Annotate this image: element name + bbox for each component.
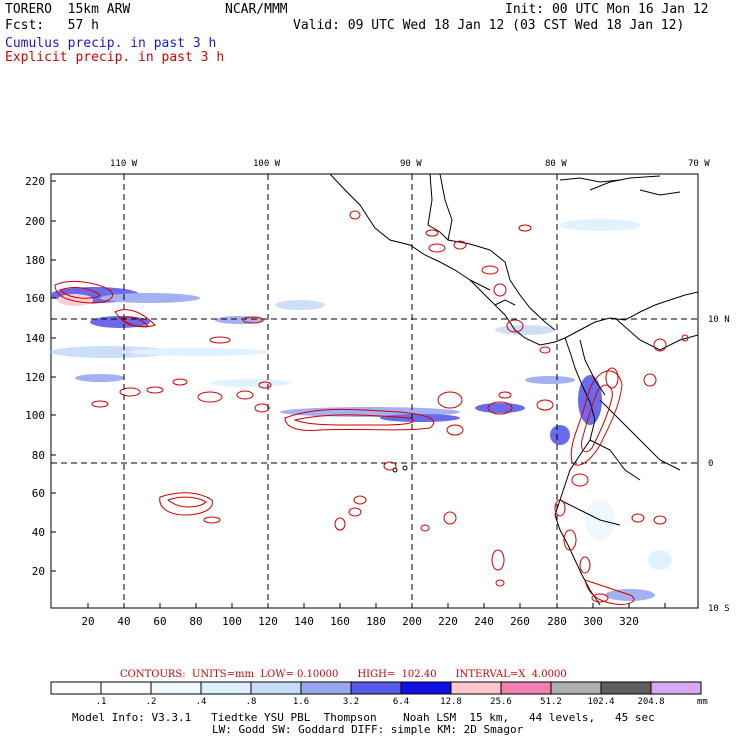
colorbar-swatch (200, 681, 252, 695)
colorbar-swatch (350, 681, 402, 695)
x-tick-label: 320 (619, 615, 639, 628)
cumulus-precip-shading (51, 219, 672, 601)
colorbar-swatch (250, 681, 302, 695)
x-tick-label: 180 (366, 615, 386, 628)
lat-label: 10 N (708, 315, 730, 325)
colorbar-label: 1.6 (293, 697, 309, 707)
x-tick-label: 240 (474, 615, 494, 628)
x-tick-label: 160 (330, 615, 350, 628)
colorbar-swatch (600, 681, 652, 695)
init-time: Init: 00 UTC Mon 16 Jan 12 (505, 2, 709, 17)
x-tick-label: 140 (294, 615, 314, 628)
colorbar-label: 204.8 (637, 697, 664, 707)
x-tick-label: 260 (510, 615, 530, 628)
colorbar-label: 12.8 (440, 697, 462, 707)
colorbar-swatch (400, 681, 452, 695)
colorbar-label: .2 (146, 697, 157, 707)
x-tick-label: 100 (222, 615, 242, 628)
y-tick-label: 40 (32, 526, 45, 539)
coastlines (329, 174, 698, 606)
colorbar-label: 25.6 (490, 697, 512, 707)
x-tick-label: 20 (81, 615, 94, 628)
model-info-line2: LW: Godd SW: Goddard DIFF: simple KM: 2D… (212, 723, 524, 736)
valid-time: Valid: 09 UTC Wed 18 Jan 12 (03 CST Wed … (293, 18, 685, 33)
x-tick-labels: 20 40 60 80 100 120 140 160 180 200 220 … (81, 615, 639, 628)
axis-ticks (51, 180, 666, 608)
y-tick-labels: 220 200 180 160 140 120 100 80 60 40 20 (25, 175, 45, 578)
colorbar-swatch (150, 681, 202, 695)
lon-labels: 110 W 100 W 90 W 80 W 70 W (110, 159, 710, 169)
x-tick-label: 200 (402, 615, 422, 628)
lon-label: 90 W (400, 159, 422, 169)
y-tick-label: 60 (32, 487, 45, 500)
map-content (51, 174, 698, 608)
x-tick-label: 220 (438, 615, 458, 628)
colorbar-swatch (450, 681, 502, 695)
colorbar-swatch (650, 681, 702, 695)
contour-info: CONTOURS: UNITS=mm LOW= 0.10000 HIGH= 10… (120, 669, 567, 680)
colorbar-label: .4 (196, 697, 207, 707)
colorbar-label: 6.4 (393, 697, 409, 707)
colorbar-label: 51.2 (540, 697, 562, 707)
y-tick-label: 80 (32, 449, 45, 462)
forecast-hour: Fcst: 57 h (5, 18, 99, 33)
x-tick-label: 80 (189, 615, 202, 628)
model-info-line1: Model Info: V3.3.1 Tiedtke YSU PBL Thomp… (72, 711, 655, 724)
explicit-precip-contours (54, 210, 689, 605)
y-tick-label: 100 (25, 409, 45, 422)
explicit-legend: Explicit precip. in past 3 h (5, 50, 225, 65)
colorbar-label: .1 (96, 697, 107, 707)
colorbar-swatch (50, 681, 102, 695)
y-tick-label: 200 (25, 215, 45, 228)
x-tick-label: 60 (153, 615, 166, 628)
y-tick-label: 180 (25, 254, 45, 267)
colorbar-swatch (100, 681, 152, 695)
x-tick-label: 300 (583, 615, 603, 628)
colorbar-swatch (300, 681, 352, 695)
x-tick-label: 120 (258, 615, 278, 628)
colorbar: .1 .2 .4 .8 1.6 3.2 6.4 12.8 25.6 51.2 102.4 204.8 (50, 681, 702, 707)
y-tick-label: 120 (25, 371, 45, 384)
lon-label: 70 W (688, 159, 710, 169)
x-tick-label: 40 (117, 615, 130, 628)
lon-label: 100 W (253, 159, 281, 169)
lat-label: 10 S (708, 604, 730, 614)
colorbar-label: 3.2 (343, 697, 359, 707)
colorbar-unit: mm (697, 697, 708, 707)
colorbar-label: .8 (246, 697, 257, 707)
y-tick-label: 20 (32, 565, 45, 578)
x-tick-label: 280 (547, 615, 567, 628)
lat-labels: 10 N 0 10 S (708, 315, 730, 614)
colorbar-swatch (550, 681, 602, 695)
colorbar-swatch (500, 681, 552, 695)
model-name: TORERO 15km ARW (5, 2, 131, 17)
y-tick-label: 160 (25, 292, 45, 305)
org-label: NCAR/MMM (225, 2, 288, 17)
cumulus-legend: Cumulus precip. in past 3 h (5, 36, 217, 51)
y-tick-label: 220 (25, 175, 45, 188)
y-tick-label: 140 (25, 332, 45, 345)
lon-label: 110 W (110, 159, 138, 169)
colorbar-label: 102.4 (587, 697, 614, 707)
lon-label: 80 W (545, 159, 567, 169)
lat-label: 0 (708, 459, 713, 469)
